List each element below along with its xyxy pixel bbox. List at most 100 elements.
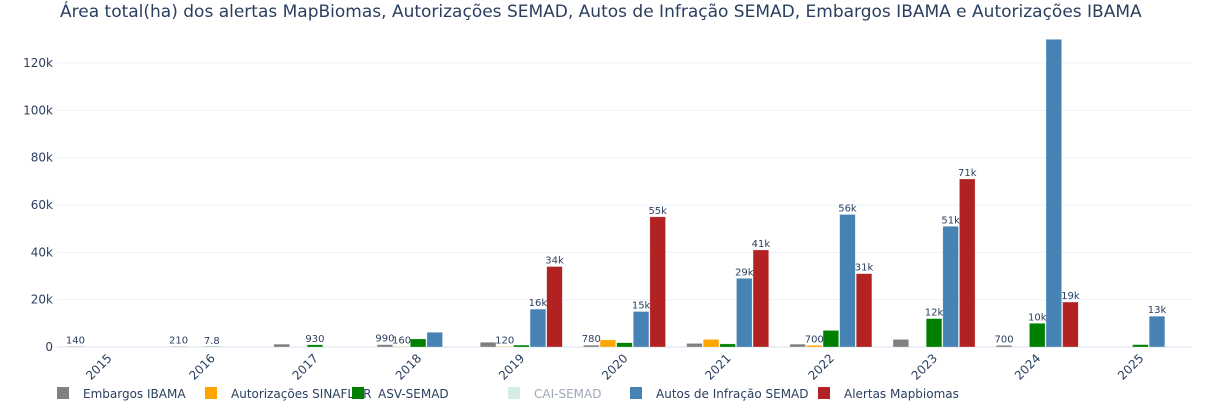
y-tick-label: 40k [31,245,53,259]
y-tick-label: 100k [23,103,53,117]
data-label: 140 [66,336,85,347]
bar-embargos-ibama-2017[interactable] [273,343,290,348]
data-label: 13k [1148,305,1167,316]
bar-asv-semad-2018[interactable] [410,338,427,348]
bar-autos-de-infra-o-semad-2020[interactable] [633,311,650,348]
bar-embargos-ibama-2024[interactable] [995,345,1013,348]
legend-item-autoriza-es-sinaflor[interactable]: Autorizações SINAFLOR [205,387,371,401]
bar-asv-semad-2025[interactable] [1132,344,1149,348]
legend-label: Embargos IBAMA [83,387,186,401]
bar-alertas-mapbiomas-2020[interactable] [649,216,666,348]
bar-embargos-ibama-2018[interactable] [376,344,393,348]
x-tick-label: 2016 [186,351,217,382]
data-label: 700 [994,334,1013,345]
bar-embargos-ibama-2015[interactable] [67,346,84,348]
x-tick-label: 2019 [496,351,527,382]
bar-autos-de-infra-o-semad-2021[interactable] [736,278,753,348]
legend-label: Alertas Mapbiomas [844,387,959,401]
y-tick-label: 60k [31,198,53,212]
legend-item-autos-de-infra-o-semad[interactable]: Autos de Infração SEMAD [630,387,809,401]
x-tick-label: 2018 [393,351,424,382]
bar-asv-semad-2019[interactable] [513,344,530,348]
x-tick-label: 2024 [1012,351,1043,382]
x-tick-label: 2025 [1115,351,1146,382]
bar-autoriza-es-sinaflor-2021[interactable] [703,339,720,348]
legend-swatch [508,387,520,399]
data-label: 55k [648,206,667,217]
legend[interactable]: Embargos IBAMA Autorizações SINAFLOR ASV-S… [57,387,959,401]
data-label: 930 [305,334,324,345]
bar-alertas-mapbiomas-2024[interactable] [1062,301,1079,348]
bar-embargos-ibama-2016[interactable] [170,346,187,348]
data-label: 41k [752,239,771,250]
bar-autoriza-es-sinaflor-2019[interactable] [496,346,513,348]
data-label: 160 [392,336,411,347]
data-label: 29k [735,267,754,278]
gridlines [57,62,1192,348]
legend-swatch [630,387,642,399]
data-label: 56k [838,203,857,214]
x-tick-label: 2017 [290,351,321,382]
bar-asv-semad-2022[interactable] [822,330,839,348]
data-label: 16k [529,298,548,309]
data-label: 10k [1028,312,1047,323]
data-label: 7.8 [204,336,220,347]
data-label: 990 [375,334,394,345]
legend-item-cai-semad[interactable]: CAI-SEMAD [508,387,601,401]
legend-swatch [57,387,69,399]
bar-embargos-ibama-2019[interactable] [480,342,497,348]
legend-label: Autorizações SINAFLOR [231,387,371,401]
y-tick-label: 20k [31,293,53,307]
data-label: 19k [1061,291,1080,302]
y-tick-label: 120k [23,56,53,70]
bar-alertas-mapbiomas-2023[interactable] [959,178,976,348]
bar-embargos-ibama-2023[interactable] [892,339,909,348]
bar-autoriza-es-sinaflor-2018[interactable] [393,346,410,348]
data-label: 210 [169,336,188,347]
legend-item-embargos-ibama[interactable]: Embargos IBAMA [57,387,186,401]
bar-autos-de-infra-o-semad-2022[interactable] [839,214,856,348]
bar-alertas-mapbiomas-2022[interactable] [856,273,873,348]
data-label: 15k [632,301,651,312]
bar-asv-semad-2020[interactable] [616,342,633,348]
bar-autos-de-infra-o-semad-2019[interactable] [529,308,546,348]
bars [67,39,1166,348]
bar-asv-semad-2017[interactable] [306,344,324,348]
bar-asv-semad-2021[interactable] [719,343,736,348]
bar-embargos-ibama-2020[interactable] [583,344,600,348]
x-tick-label: 2015 [83,351,114,382]
bar-alertas-mapbiomas-2021[interactable] [752,249,769,348]
y-tick-label: 0 [45,340,53,354]
data-label: 700 [805,334,824,345]
legend-item-alertas-mapbiomas[interactable]: Alertas Mapbiomas [818,387,959,401]
bar-autoriza-es-sinaflor-2020[interactable] [599,339,616,348]
x-tick-label: 2021 [702,351,733,382]
y-tick-label: 80k [31,151,53,165]
bar-asv-semad-2016[interactable] [203,346,220,348]
legend-item-asv-semad[interactable]: ASV-SEMAD [352,387,449,401]
data-label: 34k [545,256,564,267]
data-label: 120 [495,336,514,347]
x-axis: 2015 2016 2017 2018 2019 2020 2021 2022 2023 2024… [83,351,1146,382]
bar-alertas-mapbiomas-2019[interactable] [546,266,563,348]
bar-autos-de-infra-o-semad-2023[interactable] [942,226,959,348]
y-axis: 0 20k 40k 60k 80k 100k 120k [23,56,53,354]
x-tick-label: 2020 [599,351,630,382]
bar-asv-semad-2024[interactable] [1029,323,1046,348]
legend-swatch [818,387,830,399]
x-tick-label: 2022 [805,351,836,382]
bar-autos-de-infra-o-semad-2018[interactable] [426,332,443,348]
bar-autos-de-infra-o-semad-2024[interactable] [1045,39,1062,348]
legend-label: ASV-SEMAD [378,387,449,401]
bar-asv-semad-2023[interactable] [925,318,943,348]
data-label: 780 [582,334,601,345]
data-label: 31k [855,263,874,274]
bar-autos-de-infra-o-semad-2025[interactable] [1148,315,1166,348]
bar-embargos-ibama-2022[interactable] [789,343,806,348]
x-tick-label: 2023 [909,351,940,382]
bar-autoriza-es-sinaflor-2022[interactable] [806,345,823,348]
bar-embargos-ibama-2021[interactable] [686,343,703,348]
chart-title: Área total(ha) dos alertas MapBiomas, Au… [60,0,1142,22]
